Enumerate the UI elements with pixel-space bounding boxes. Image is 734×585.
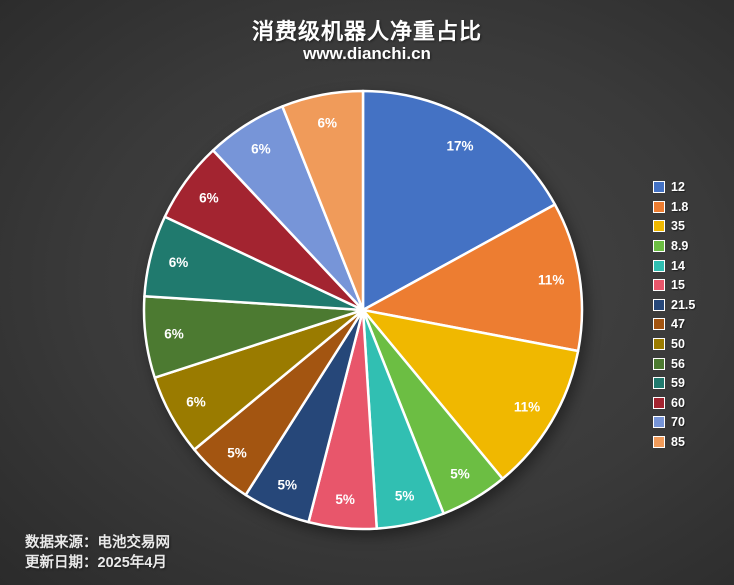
pie-slice-label: 5%	[227, 445, 247, 460]
pie-slice	[281, 89, 365, 312]
legend-item: 85	[653, 435, 695, 450]
pie-slice-label: 6%	[169, 255, 189, 270]
legend-label: 8.9	[671, 239, 689, 254]
legend-item: 70	[653, 415, 695, 430]
legend-item: 47	[653, 317, 695, 332]
pie-slice-label: 11%	[538, 273, 564, 288]
legend-item: 56	[653, 356, 695, 371]
pie-slice-label: 6%	[186, 394, 206, 409]
legend-swatch-icon	[653, 416, 665, 429]
pie-slice-label: 11%	[514, 400, 540, 415]
legend-label: 70	[671, 415, 685, 430]
legend-swatch-icon	[653, 338, 665, 351]
legend-item: 15	[653, 278, 695, 293]
legend-swatch-icon	[653, 377, 665, 390]
legend-label: 1.8	[671, 199, 689, 214]
legend-swatch-icon	[653, 220, 665, 233]
legend-swatch-icon	[653, 181, 665, 194]
legend-label: 56	[671, 356, 685, 371]
legend-swatch-icon	[653, 436, 665, 449]
legend-item: 50	[653, 337, 695, 352]
legend-label: 21.5	[671, 297, 696, 312]
legend-item: 21.5	[653, 297, 696, 312]
pie-slice	[361, 203, 584, 353]
legend-label: 12	[671, 180, 685, 195]
pie-slice-label: 17%	[446, 139, 473, 154]
legend-label: 15	[671, 278, 685, 293]
legend-swatch-icon	[653, 279, 665, 292]
legend-item: 14	[653, 258, 695, 273]
legend-label: 47	[671, 317, 685, 332]
legend-item: 59	[653, 376, 695, 391]
legend-swatch-icon	[653, 200, 665, 213]
pie-slice-label: 6%	[318, 115, 338, 130]
legend-item: 1.8	[653, 199, 695, 214]
legend-item: 12	[653, 180, 695, 195]
pie-slice-label: 6%	[164, 326, 184, 341]
footer: 数据来源：电池交易网 更新日期：2025年4月	[25, 533, 170, 573]
data-source-text: 数据来源：电池交易网	[25, 535, 170, 551]
legend-label: 59	[671, 376, 685, 391]
pie-slice	[361, 308, 580, 480]
pie-slice-label: 6%	[199, 191, 219, 206]
pie-slice-label: 5%	[278, 477, 298, 492]
pie-slice-label: 5%	[335, 492, 355, 507]
legend-swatch-icon	[653, 240, 665, 253]
pie-slice-label: 5%	[395, 488, 415, 503]
legend-label: 50	[671, 337, 685, 352]
legend-swatch-icon	[653, 357, 665, 370]
legend-label: 35	[671, 219, 685, 234]
legend-label: 85	[671, 435, 685, 450]
pie-slice	[361, 89, 557, 312]
legend-swatch-icon	[653, 259, 665, 272]
legend-item: 8.9	[653, 239, 695, 254]
chart-subtitle: www.dianchi.cn	[303, 44, 431, 63]
legend-label: 60	[671, 395, 685, 410]
pie-slice-label: 5%	[450, 467, 470, 482]
update-date-text: 更新日期：2025年4月	[25, 555, 167, 571]
legend-swatch-icon	[653, 298, 665, 311]
legend-swatch-icon	[653, 318, 665, 331]
legend-item: 60	[653, 395, 695, 410]
chart-title: 消费级机器人净重占比	[251, 19, 482, 44]
pie-slice-label: 6%	[251, 142, 271, 157]
legend-label: 14	[671, 258, 685, 273]
legend: 12 1.8 35 8.9 14 15 21.5 47 50 56 59 60 70 85	[653, 180, 696, 450]
legend-swatch-icon	[653, 396, 665, 409]
legend-item: 35	[653, 219, 695, 234]
